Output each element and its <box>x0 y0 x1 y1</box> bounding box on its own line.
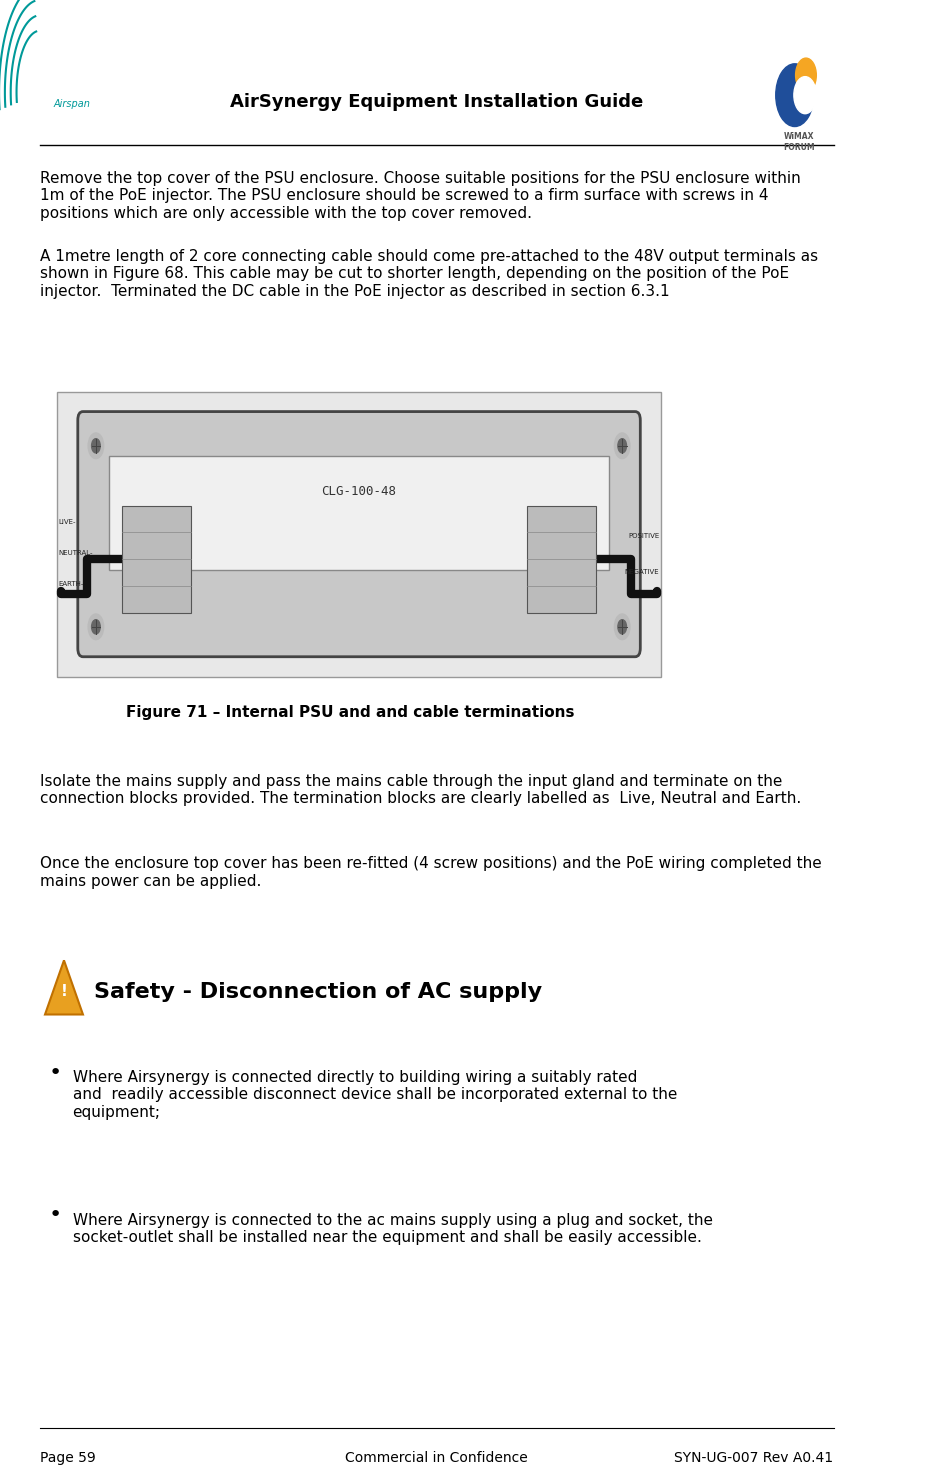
Text: A 1metre length of 2 core connecting cable should come pre-attached to the 48V o: A 1metre length of 2 core connecting cab… <box>40 249 818 299</box>
Text: Isolate the mains supply and pass the mains cable through the input gland and te: Isolate the mains supply and pass the ma… <box>40 774 801 806</box>
Text: Remove the top cover of the PSU enclosure. Choose suitable positions for the PSU: Remove the top cover of the PSU enclosur… <box>40 170 800 221</box>
Circle shape <box>794 77 816 114</box>
Text: LIVE-: LIVE- <box>59 519 77 525</box>
Circle shape <box>614 433 630 458</box>
Text: Once the enclosure top cover has been re-fitted (4 screw positions) and the PoE : Once the enclosure top cover has been re… <box>40 857 821 889</box>
Text: CLG-100-48: CLG-100-48 <box>322 485 396 498</box>
FancyBboxPatch shape <box>109 456 609 569</box>
Circle shape <box>796 58 816 92</box>
Text: Where Airsynergy is connected directly to building wiring a suitably rated
and  : Where Airsynergy is connected directly t… <box>73 1070 677 1120</box>
Text: Figure 71 – Internal PSU and and cable terminations: Figure 71 – Internal PSU and and cable t… <box>126 705 574 720</box>
Circle shape <box>618 619 626 634</box>
Circle shape <box>776 64 814 126</box>
Text: !: ! <box>61 984 67 999</box>
Text: Safety - Disconnection of AC supply: Safety - Disconnection of AC supply <box>95 981 542 1002</box>
FancyBboxPatch shape <box>527 505 596 612</box>
Polygon shape <box>45 960 83 1015</box>
Text: Where Airsynergy is connected to the ac mains supply using a plug and socket, th: Where Airsynergy is connected to the ac … <box>73 1212 712 1245</box>
Circle shape <box>618 439 626 453</box>
Text: Page 59: Page 59 <box>40 1451 96 1464</box>
Text: POSITIVE: POSITIVE <box>628 534 659 539</box>
Circle shape <box>92 619 100 634</box>
Circle shape <box>614 614 630 640</box>
Text: •: • <box>49 1063 62 1083</box>
FancyBboxPatch shape <box>78 412 640 657</box>
Circle shape <box>88 614 104 640</box>
Text: •: • <box>49 1205 62 1226</box>
Text: NEGATIVE: NEGATIVE <box>624 569 659 575</box>
Text: SYN-UG-007 Rev A0.41: SYN-UG-007 Rev A0.41 <box>674 1451 833 1464</box>
FancyBboxPatch shape <box>122 505 191 612</box>
Text: WiMAX
FORUM: WiMAX FORUM <box>783 132 815 151</box>
Text: AirSynergy Equipment Installation Guide: AirSynergy Equipment Installation Guide <box>230 93 643 111</box>
Text: EARTH-: EARTH- <box>59 581 84 587</box>
FancyBboxPatch shape <box>57 391 661 677</box>
Text: Commercial in Confidence: Commercial in Confidence <box>345 1451 528 1464</box>
Text: NEUTRAL-: NEUTRAL- <box>59 550 94 556</box>
Text: Airspan: Airspan <box>53 99 90 108</box>
Circle shape <box>92 439 100 453</box>
Circle shape <box>88 433 104 458</box>
